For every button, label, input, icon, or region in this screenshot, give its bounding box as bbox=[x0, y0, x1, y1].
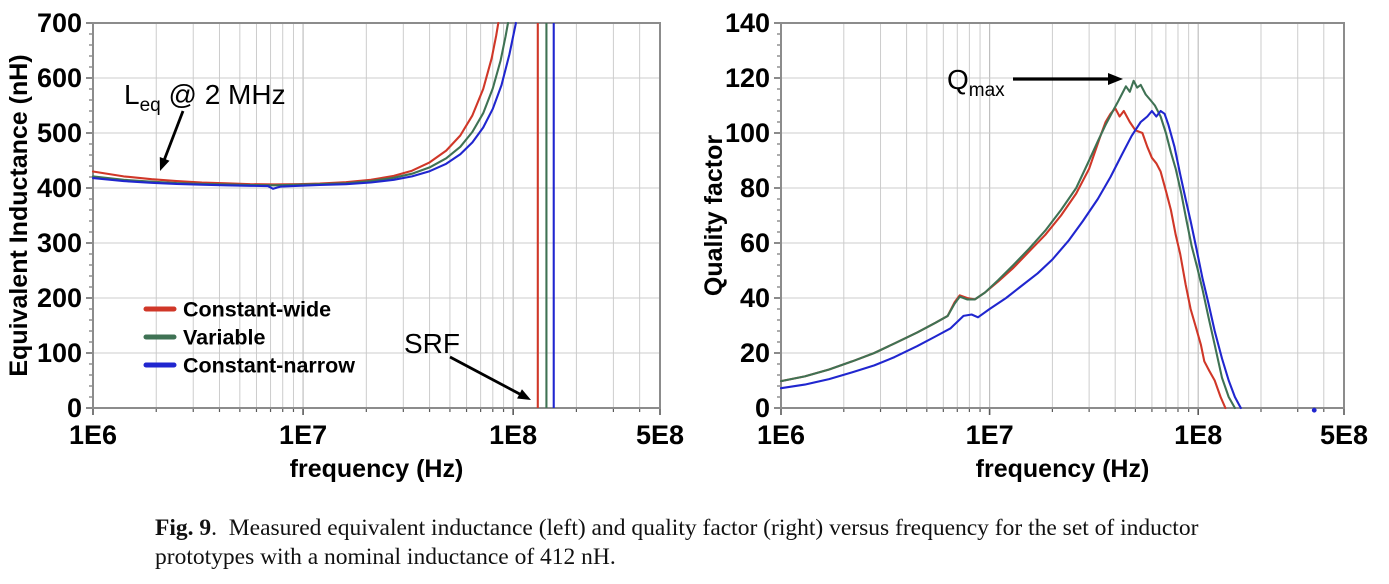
annotation-arrow-line bbox=[162, 110, 185, 161]
x-tick-label: 5E8 bbox=[636, 420, 684, 450]
annotation-label: Leq @ 2 MHz bbox=[124, 79, 286, 116]
figure-caption: Fig. 9. Measured equivalent inductance (… bbox=[155, 514, 1360, 572]
annotation-arrow-line bbox=[449, 355, 522, 396]
y-tick-label: 100 bbox=[37, 338, 82, 368]
legend-label: Constant-wide bbox=[183, 298, 331, 322]
y-axis-title: Quality factor bbox=[700, 135, 728, 296]
y-tick-label: 20 bbox=[740, 338, 770, 368]
y-tick-label: 80 bbox=[740, 173, 770, 203]
annotation-label: Qmax bbox=[947, 64, 1005, 101]
y-tick-label: 700 bbox=[37, 8, 82, 38]
x-tick-label: 5E8 bbox=[1320, 420, 1368, 450]
legend-label: Constant-narrow bbox=[183, 354, 355, 378]
y-tick-label: 40 bbox=[740, 283, 770, 313]
y-tick-label: 140 bbox=[725, 8, 770, 38]
series-constant-wide bbox=[91, 21, 500, 186]
series-variable bbox=[779, 79, 1236, 410]
plot-border bbox=[780, 22, 1345, 409]
y-tick-label: 300 bbox=[37, 228, 82, 258]
plot-border bbox=[92, 22, 661, 409]
x-tick-label: 1E8 bbox=[1174, 420, 1222, 450]
x-tick-label: 1E7 bbox=[966, 420, 1014, 450]
annotation-qmax: Qmax bbox=[947, 64, 1123, 101]
caption-label: Fig. 9 bbox=[155, 515, 212, 541]
y-tick-label: 0 bbox=[755, 393, 770, 423]
x-tick-label: 1E6 bbox=[69, 420, 117, 450]
annotation-arrow-head bbox=[159, 157, 170, 171]
inductance-chart: 0 100 200 300 400 500 600 700 1E6 1E7 1E8 5E8 freque… bbox=[5, 8, 684, 483]
y-tick-label: 600 bbox=[37, 63, 82, 93]
gridlines bbox=[781, 23, 1344, 408]
y-axis-title: Equivalent Inductance (nH) bbox=[5, 54, 33, 376]
quality-chart: 0 20 40 60 80 100 120 140 1E6 1E7 1E8 5E8 frequency … bbox=[700, 8, 1368, 483]
y-tick-label: 60 bbox=[740, 228, 770, 258]
y-tick-label: 120 bbox=[725, 63, 770, 93]
gridlines bbox=[93, 23, 660, 408]
x-tick-label: 1E7 bbox=[279, 420, 327, 450]
y-tick-label: 200 bbox=[37, 283, 82, 313]
x-axis-title: frequency (Hz) bbox=[290, 455, 464, 483]
y-tick-label: 400 bbox=[37, 173, 82, 203]
y-tick-label: 100 bbox=[725, 118, 770, 148]
annotation-srf: SRF bbox=[404, 328, 531, 400]
stray-data-point bbox=[1311, 407, 1317, 413]
caption-line1: . Measured equivalent inductance (left) … bbox=[211, 515, 1199, 541]
legend: Constant-wide Variable Constant-narrow bbox=[143, 298, 355, 378]
caption-line2: prototypes with a nominal inductance of … bbox=[155, 544, 616, 570]
x-tick-label: 1E6 bbox=[757, 420, 805, 450]
annotation-arrow-head bbox=[1108, 73, 1123, 85]
x-axis-title: frequency (Hz) bbox=[976, 455, 1150, 483]
y-tick-label: 0 bbox=[67, 393, 82, 423]
legend-label: Variable bbox=[183, 326, 266, 350]
axis-ticks bbox=[86, 22, 661, 415]
annotation-label: SRF bbox=[404, 328, 460, 359]
annotation-leq: Leq @ 2 MHz bbox=[124, 79, 286, 171]
x-tick-label: 1E8 bbox=[489, 420, 537, 450]
series-constant-narrow bbox=[91, 21, 517, 190]
y-tick-label: 500 bbox=[37, 118, 82, 148]
annotation-arrow-head bbox=[517, 389, 531, 400]
series-constant-narrow bbox=[779, 109, 1242, 410]
